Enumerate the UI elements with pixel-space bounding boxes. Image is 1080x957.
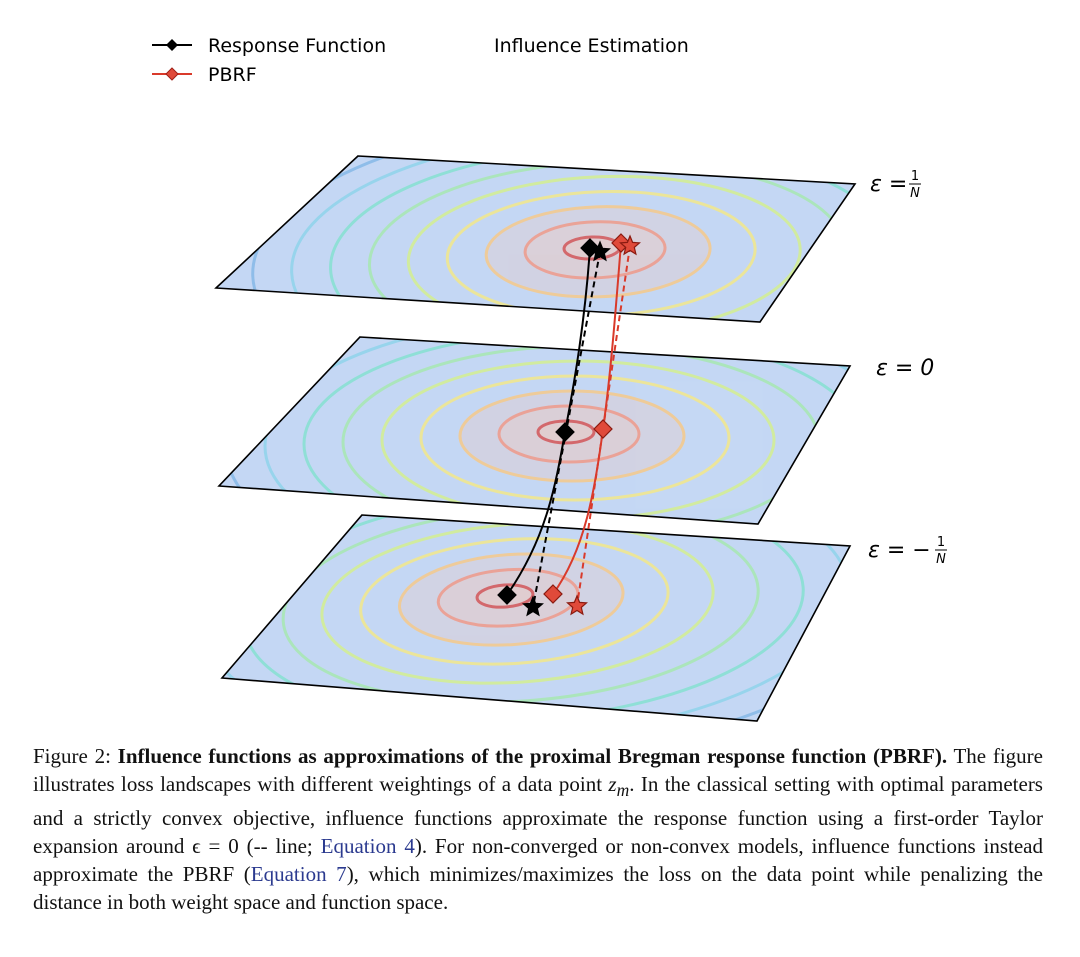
contour <box>281 515 760 704</box>
diamond-marker <box>555 422 575 442</box>
legend-label: Influence Estimation <box>494 35 689 57</box>
fraction-denominator: N <box>936 552 946 567</box>
caption-text: ), which minimizes/maximizes the loss on… <box>33 862 1043 915</box>
fraction-numerator: 1 <box>911 169 919 184</box>
caption-text: The figure illustrates loss landscapes w… <box>33 744 1043 796</box>
legend-label: Response Function <box>208 35 386 57</box>
diamond-marker <box>497 585 517 605</box>
contour <box>406 174 802 322</box>
plane-label: ε = 0 <box>876 356 934 381</box>
star-marker <box>566 594 588 616</box>
contour <box>329 156 855 322</box>
legend-marker <box>166 39 178 51</box>
star-marker <box>589 240 611 262</box>
contour <box>290 156 855 322</box>
contour <box>359 537 670 666</box>
contour <box>251 156 855 322</box>
fraction-numerator: 1 <box>937 535 945 550</box>
equation-link[interactable]: Equation 4 <box>320 834 415 859</box>
caption: Figure 2: Influence functions as approxi… <box>33 742 1043 916</box>
caption-text: . In the classical setting with optimal … <box>33 772 1043 859</box>
plane-label: ε = <box>870 172 907 197</box>
diamond-marker <box>543 584 563 604</box>
plane-border <box>220 514 852 722</box>
math: z <box>608 772 617 796</box>
markers <box>497 233 641 617</box>
contour <box>263 337 850 524</box>
legend-marker <box>165 67 179 81</box>
plane-border <box>214 155 857 323</box>
plane-border <box>217 336 852 525</box>
caption-bold: Influence functions as approximations of… <box>117 744 948 768</box>
figure: Response Function PBRF Influence Estimat… <box>152 35 947 722</box>
fraction-denominator: N <box>910 186 920 201</box>
plane-fill <box>216 156 855 322</box>
equation-link[interactable]: Equation 7 <box>250 862 347 887</box>
plane-fill <box>222 515 850 721</box>
caption-text: ). For non-converged or non-convex model… <box>33 834 1043 887</box>
math-sub: m <box>616 780 630 801</box>
star-marker <box>522 595 544 617</box>
contour <box>219 337 850 524</box>
diamond-marker <box>593 419 613 439</box>
legend-label: PBRF <box>208 64 257 86</box>
star-marker <box>619 234 641 256</box>
contour <box>302 337 850 524</box>
caption-prefix: Figure 2: <box>33 744 111 768</box>
plane-label: ε = − <box>868 538 931 563</box>
planes <box>214 155 857 722</box>
